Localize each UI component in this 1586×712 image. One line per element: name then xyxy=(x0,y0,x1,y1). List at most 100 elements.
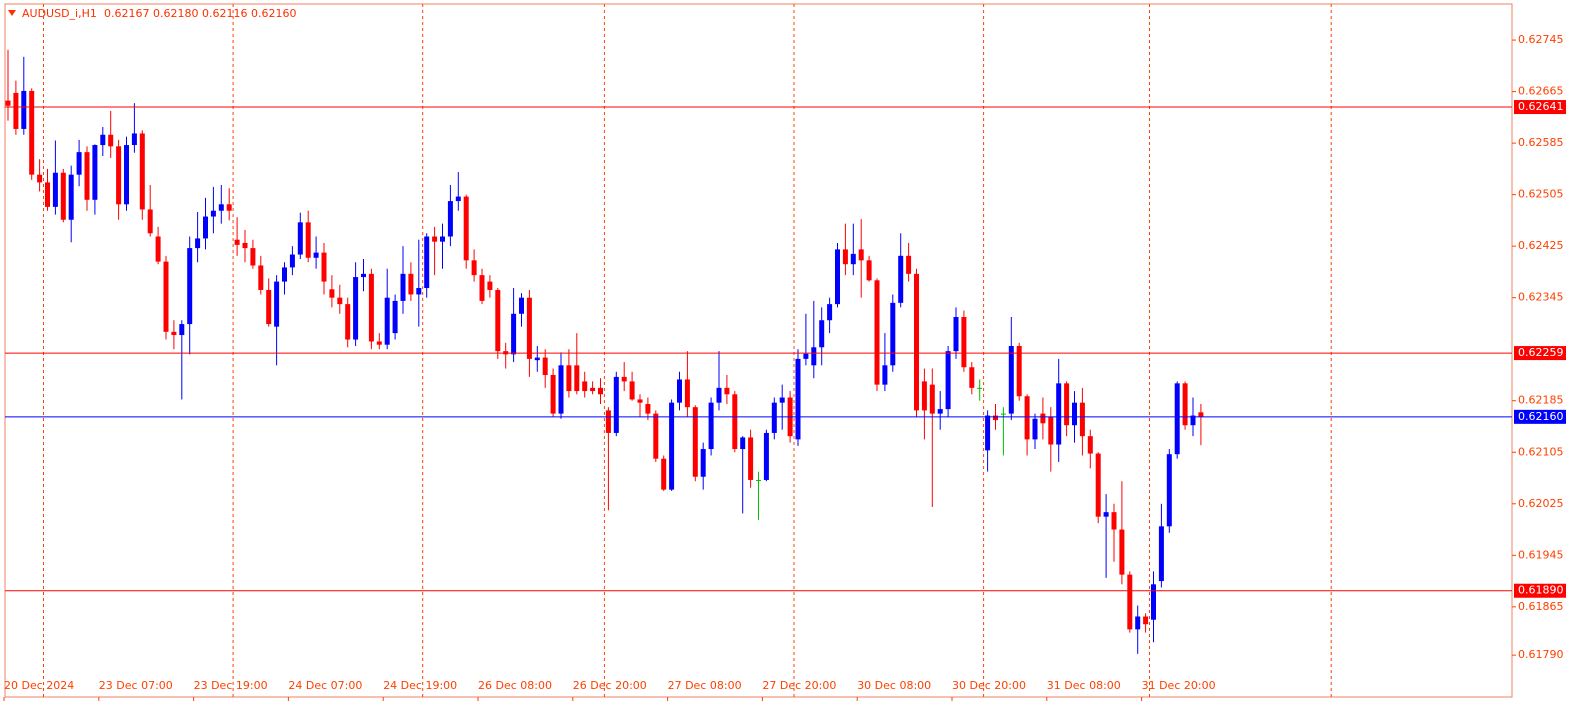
candle-body xyxy=(850,253,856,265)
x-tick-label: 26 Dec 08:00 xyxy=(478,679,552,692)
candle-body xyxy=(471,260,477,276)
candle-body xyxy=(108,134,114,147)
price-level-box xyxy=(1514,583,1566,598)
candle-body xyxy=(274,281,280,327)
candle-body xyxy=(874,280,880,385)
candle-body xyxy=(1040,413,1046,424)
candle-body xyxy=(1135,616,1141,630)
y-tick-label: 0.62665 xyxy=(1518,85,1564,98)
candle-body xyxy=(203,216,208,239)
candle-body xyxy=(898,255,904,303)
candle-body xyxy=(684,379,690,408)
candle-body xyxy=(479,275,485,301)
candle-body xyxy=(68,174,74,220)
candle-body xyxy=(195,238,201,249)
price-level-box xyxy=(1514,409,1566,424)
x-tick-label: 27 Dec 08:00 xyxy=(668,679,742,692)
candle-body xyxy=(297,222,303,255)
candle-body xyxy=(621,376,627,382)
x-tick-label: 30 Dec 20:00 xyxy=(952,679,1026,692)
candle-body xyxy=(1166,454,1172,527)
y-tick-label: 0.61790 xyxy=(1518,648,1564,661)
candle-body xyxy=(361,273,366,278)
candle-body xyxy=(953,317,959,352)
candle-body xyxy=(708,402,714,450)
candle-body xyxy=(653,413,659,459)
candle-body xyxy=(937,409,943,414)
candle-body xyxy=(890,302,896,366)
candle-body xyxy=(1095,453,1101,517)
collapse-icon[interactable] xyxy=(8,10,16,16)
symbol: AUDUSD_i,H1 xyxy=(22,7,97,20)
candle-body xyxy=(116,146,122,205)
y-tick-label: 0.62745 xyxy=(1518,33,1564,46)
candle-body xyxy=(1064,383,1070,426)
candle-body xyxy=(226,204,232,211)
candle-body xyxy=(305,222,311,258)
candle-body xyxy=(534,357,540,361)
candle-body xyxy=(242,242,248,249)
candle-body xyxy=(155,236,161,262)
price-level-box xyxy=(1514,100,1566,115)
x-tick-label: 24 Dec 07:00 xyxy=(288,679,362,692)
y-tick-label: 0.62025 xyxy=(1518,497,1564,510)
candle-body xyxy=(29,90,35,175)
candle-body xyxy=(187,248,193,325)
candle-body xyxy=(21,90,27,129)
candle-body xyxy=(858,249,864,261)
candle-body xyxy=(550,374,556,414)
candle-body xyxy=(45,182,50,207)
x-tick-label: 30 Dec 08:00 xyxy=(857,679,931,692)
candle-body xyxy=(835,249,840,305)
y-tick-label: 0.62505 xyxy=(1518,188,1564,201)
candle-body xyxy=(771,402,777,433)
candle-body xyxy=(795,358,801,440)
candle-body xyxy=(921,381,927,411)
candle-body xyxy=(463,196,469,261)
candle-body xyxy=(139,133,145,210)
candle-body xyxy=(1048,416,1054,445)
candle-body xyxy=(455,196,461,202)
candle-body xyxy=(740,437,746,450)
candle-body xyxy=(969,367,975,388)
candle-body xyxy=(558,365,564,414)
candle-body xyxy=(282,267,287,282)
candle-body xyxy=(384,297,390,345)
candle-body xyxy=(353,277,359,340)
x-tick-label: 26 Dec 20:00 xyxy=(573,679,647,692)
candle-body xyxy=(763,432,769,480)
candle-body xyxy=(376,341,382,345)
candle-body xyxy=(1000,413,1006,415)
price-level-label: 0.62259 xyxy=(1518,346,1564,359)
candle-body xyxy=(748,437,754,480)
candle-body xyxy=(866,260,872,281)
price-level-box xyxy=(1514,346,1566,361)
candle-body xyxy=(945,351,951,410)
y-tick-label: 0.62585 xyxy=(1518,136,1564,149)
candle-body xyxy=(5,100,11,106)
price-level-label: 0.62160 xyxy=(1518,410,1564,423)
candle-body xyxy=(313,252,319,258)
x-tick-label: 31 Dec 08:00 xyxy=(1047,679,1121,692)
candle-body xyxy=(487,281,493,290)
candle-body xyxy=(1158,526,1164,582)
candle-body xyxy=(447,201,453,237)
candle-body xyxy=(661,458,667,490)
candle-body xyxy=(511,313,517,355)
x-tick-label: 27 Dec 20:00 xyxy=(762,679,836,692)
candle-body xyxy=(495,289,501,352)
candle-body xyxy=(1143,616,1149,625)
y-tick-label: 0.62105 xyxy=(1518,445,1564,458)
candle-body xyxy=(566,365,572,392)
candle-body xyxy=(1079,402,1085,437)
candle-body xyxy=(692,407,698,477)
candle-body xyxy=(629,381,635,400)
candle-body xyxy=(598,387,603,395)
candle-body xyxy=(171,331,177,336)
candle-body xyxy=(1024,396,1030,440)
candle-body xyxy=(756,479,761,481)
candle-body xyxy=(266,289,272,325)
candle-body xyxy=(1016,345,1022,397)
